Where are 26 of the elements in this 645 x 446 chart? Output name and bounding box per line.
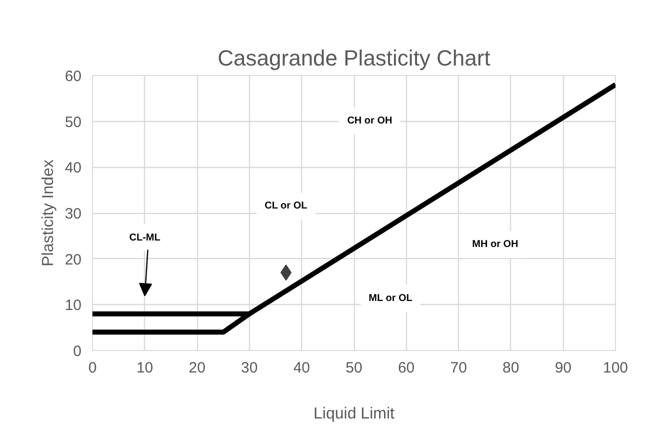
y-tick-label: 10 — [64, 297, 82, 314]
y-tick-label: 20 — [64, 251, 82, 268]
x-tick-label: 70 — [450, 360, 467, 376]
x-tick-label: 10 — [136, 360, 154, 376]
x-tick-label: 100 — [602, 360, 628, 376]
y-tick-label: 0 — [73, 343, 82, 360]
x-axis-title: Liquid Limit — [314, 406, 396, 422]
chart-title: Casagrande Plasticity Chart — [218, 46, 490, 70]
y-tick-label: 50 — [64, 114, 82, 131]
annotation: CL or OL — [264, 200, 308, 212]
annotation: CL-ML — [129, 232, 160, 244]
annotation: CH or OH — [347, 115, 392, 126]
x-tick-label: 60 — [398, 360, 415, 376]
x-tick-label: 20 — [188, 360, 206, 376]
x-tick-label: 40 — [293, 360, 310, 376]
x-tick-label: 80 — [502, 360, 520, 376]
y-tick-label: 60 — [64, 68, 82, 85]
annotation: MH or OH — [472, 239, 518, 250]
y-tick-label: 30 — [64, 206, 82, 222]
annotation: ML or OL — [368, 292, 412, 304]
y-axis-title: Plasticity Index — [40, 160, 57, 266]
x-tick-label: 0 — [88, 360, 97, 376]
x-tick-label: 50 — [346, 360, 362, 376]
x-tick-label: 30 — [241, 360, 258, 376]
x-tick-label: 90 — [554, 360, 572, 376]
y-tick-label: 40 — [64, 160, 82, 177]
